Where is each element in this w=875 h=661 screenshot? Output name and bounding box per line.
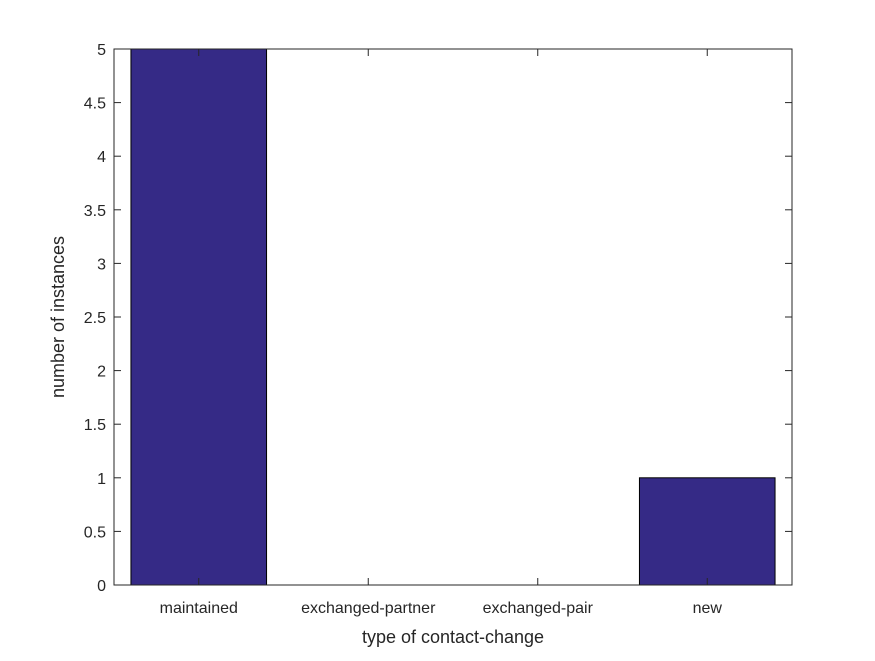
x-tick-label: maintained	[160, 600, 238, 617]
y-tick-label: 4	[97, 149, 106, 166]
y-tick-label: 2.5	[84, 310, 106, 327]
y-tick-label: 3	[97, 256, 106, 273]
y-tick-label: 1	[97, 471, 106, 488]
y-tick-label: 3.5	[84, 203, 106, 220]
bar-maintained	[130, 48, 268, 586]
y-tick-label: 5	[97, 42, 106, 59]
bar-new	[638, 477, 776, 586]
x-tick-label: new	[693, 600, 723, 617]
x-axis-label: type of contact-change	[362, 627, 544, 647]
y-axis-label: number of instances	[48, 236, 68, 398]
y-tick-label: 2	[97, 364, 106, 381]
y-tick-label: 0.5	[84, 524, 106, 541]
x-tick-label: exchanged-partner	[301, 600, 436, 617]
y-tick-label: 4.5	[84, 96, 106, 113]
y-tick-label: 1.5	[84, 417, 106, 434]
y-tick-label: 0	[97, 578, 106, 595]
x-tick-label: exchanged-pair	[483, 600, 594, 617]
